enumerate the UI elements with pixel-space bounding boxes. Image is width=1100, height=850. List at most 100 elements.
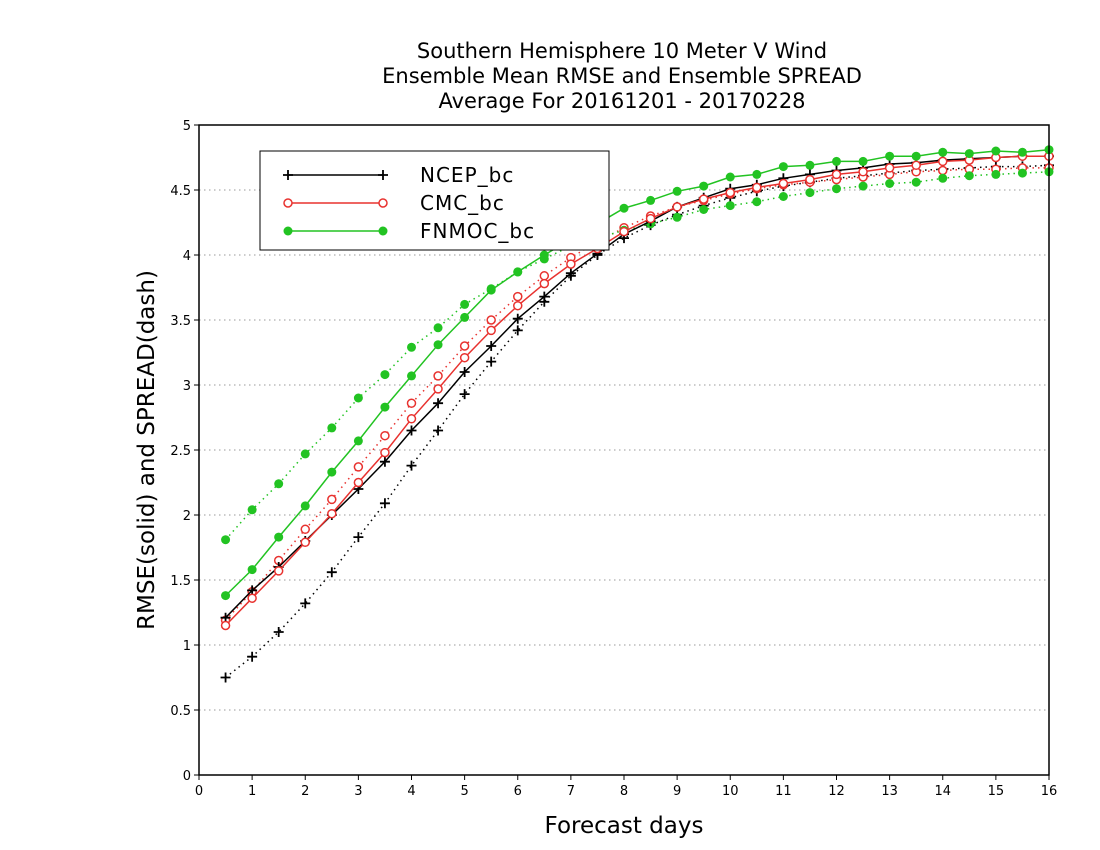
point-fnmoc-bc-rmse-4 <box>327 467 337 477</box>
point-fnmoc-bc-rmse-20 <box>752 169 762 179</box>
point-cmc-bc-rmse-19 <box>725 187 735 198</box>
legend-marker-start-fnmoc-bc <box>283 226 293 236</box>
point-cmc-bc-rmse-10 <box>486 325 496 336</box>
legend: NCEP_bc CMC_bc FNMOC_bc <box>259 150 610 251</box>
point-ncep-bc-spread-5 <box>353 532 364 543</box>
point-fnmoc-bc-spread-1 <box>247 505 257 515</box>
point-ncep-bc-spread-4 <box>326 567 337 578</box>
legend-entry-ncep-bc: NCEP_bc <box>283 163 514 187</box>
legend-box <box>259 150 610 251</box>
point-cmc-bc-spread-12 <box>539 271 550 281</box>
x-tick-label-4: 4 <box>407 784 415 799</box>
point-fnmoc-bc-rmse-1 <box>247 565 257 575</box>
x-tick-label-8: 8 <box>620 784 628 799</box>
point-fnmoc-bc-spread-28 <box>964 171 974 181</box>
point-fnmoc-bc-spread-26 <box>911 177 921 187</box>
line-ncep-bc-spread <box>225 164 1050 679</box>
point-cmc-bc-rmse-22 <box>805 174 815 185</box>
y-tick-label-6: 3 <box>183 379 191 394</box>
point-fnmoc-bc-rmse-10 <box>486 285 496 295</box>
point-fnmoc-bc-spread-5 <box>353 393 363 403</box>
point-cmc-bc-rmse-5 <box>353 477 364 488</box>
chart-title: Southern Hemisphere 10 Meter V Wind Ense… <box>382 39 862 113</box>
y-tick-label-10: 5 <box>183 119 191 134</box>
point-cmc-bc-rmse-2 <box>273 566 284 576</box>
point-fnmoc-bc-spread-18 <box>699 205 709 214</box>
point-ncep-bc-spread-8 <box>433 425 444 436</box>
point-ncep-bc-spread-9 <box>459 389 470 400</box>
point-ncep-bc-spread-2 <box>273 627 284 637</box>
point-fnmoc-bc-rmse-26 <box>911 151 921 161</box>
point-cmc-bc-rmse-27 <box>938 156 948 167</box>
point-cmc-bc-rmse-4 <box>327 508 337 519</box>
point-fnmoc-bc-rmse-0 <box>221 591 231 601</box>
point-cmc-bc-spread-9 <box>459 341 470 351</box>
point-fnmoc-bc-rmse-29 <box>991 146 1001 156</box>
point-cmc-bc-spread-8 <box>433 371 443 381</box>
point-ncep-bc-rmse-11 <box>512 313 523 324</box>
x-tick-label-1: 1 <box>248 784 256 799</box>
y-tick-label-0: 0 <box>183 769 191 784</box>
point-fnmoc-bc-rmse-22 <box>805 160 815 170</box>
legend-entry-cmc-bc: CMC_bc <box>283 191 504 215</box>
point-cmc-bc-spread-10 <box>486 315 496 325</box>
x-tick-label-11: 11 <box>775 784 792 799</box>
rmse-series-group <box>220 145 1054 631</box>
point-fnmoc-bc-spread-19 <box>725 201 735 211</box>
point-ncep-bc-spread-7 <box>406 460 417 471</box>
point-fnmoc-bc-rmse-23 <box>832 156 841 166</box>
point-ncep-bc-rmse-6 <box>379 456 390 467</box>
point-fnmoc-bc-rmse-27 <box>938 147 948 157</box>
point-cmc-bc-rmse-1 <box>247 593 257 603</box>
point-fnmoc-bc-rmse-17 <box>672 186 682 196</box>
point-fnmoc-bc-rmse-25 <box>885 151 895 161</box>
point-fnmoc-bc-rmse-21 <box>778 162 788 172</box>
point-fnmoc-bc-rmse-15 <box>619 203 629 213</box>
point-cmc-bc-rmse-24 <box>858 167 868 177</box>
point-fnmoc-bc-rmse-19 <box>725 172 735 182</box>
point-fnmoc-bc-rmse-16 <box>646 195 656 205</box>
point-fnmoc-bc-spread-20 <box>752 197 762 207</box>
point-cmc-bc-rmse-26 <box>911 160 921 171</box>
point-fnmoc-bc-rmse-30 <box>1017 147 1027 157</box>
point-cmc-bc-rmse-0 <box>220 620 231 631</box>
y-tick-label-8: 4 <box>183 249 191 264</box>
x-axis-ticks: 0 1 2 3 4 5 6 7 8 9 10 11 12 13 14 15 16 <box>195 775 1057 799</box>
x-tick-label-13: 13 <box>881 784 898 799</box>
point-fnmoc-bc-spread-21 <box>778 192 788 201</box>
point-fnmoc-bc-rmse-28 <box>964 149 974 159</box>
point-fnmoc-bc-spread-24 <box>858 181 868 191</box>
x-tick-label-14: 14 <box>934 784 951 799</box>
point-fnmoc-bc-rmse-6 <box>380 402 390 412</box>
point-fnmoc-bc-spread-4 <box>327 423 337 433</box>
x-tick-label-0: 0 <box>195 784 203 799</box>
point-fnmoc-bc-rmse-11 <box>513 267 523 277</box>
x-tick-label-2: 2 <box>301 784 309 799</box>
x-tick-label-15: 15 <box>988 784 1005 799</box>
point-fnmoc-bc-rmse-3 <box>300 501 310 511</box>
legend-marker-end-cmc-bc <box>378 198 388 208</box>
point-ncep-bc-rmse-9 <box>459 367 470 377</box>
point-ncep-bc-rmse-8 <box>433 398 444 409</box>
point-fnmoc-bc-rmse-9 <box>460 312 470 322</box>
legend-label-ncep-bc: NCEP_bc <box>420 163 514 187</box>
point-cmc-bc-rmse-13 <box>566 259 576 269</box>
point-fnmoc-bc-rmse-12 <box>539 250 549 260</box>
y-tick-label-5: 2.5 <box>170 444 191 459</box>
chart-title-line-1: Southern Hemisphere 10 Meter V Wind <box>417 39 827 63</box>
point-cmc-bc-spread-11 <box>513 291 523 302</box>
point-ncep-bc-spread-10 <box>486 356 497 367</box>
point-fnmoc-bc-spread-25 <box>885 179 895 188</box>
point-fnmoc-bc-spread-22 <box>805 188 815 198</box>
point-fnmoc-bc-rmse-7 <box>407 371 416 381</box>
point-ncep-bc-spread-1 <box>247 651 258 662</box>
point-fnmoc-bc-spread-2 <box>274 479 284 489</box>
point-ncep-bc-rmse-12 <box>539 291 550 302</box>
legend-marker-end-ncep-bc <box>378 170 388 180</box>
point-cmc-bc-rmse-15 <box>619 226 629 237</box>
point-cmc-bc-rmse-11 <box>513 300 523 311</box>
point-fnmoc-bc-spread-0 <box>221 535 231 545</box>
x-tick-label-12: 12 <box>828 784 845 799</box>
y-tick-label-7: 3.5 <box>170 314 191 329</box>
y-axis-ticks: 0 0.5 1 1.5 2 2.5 3 3.5 4 4.5 5 <box>170 119 199 784</box>
